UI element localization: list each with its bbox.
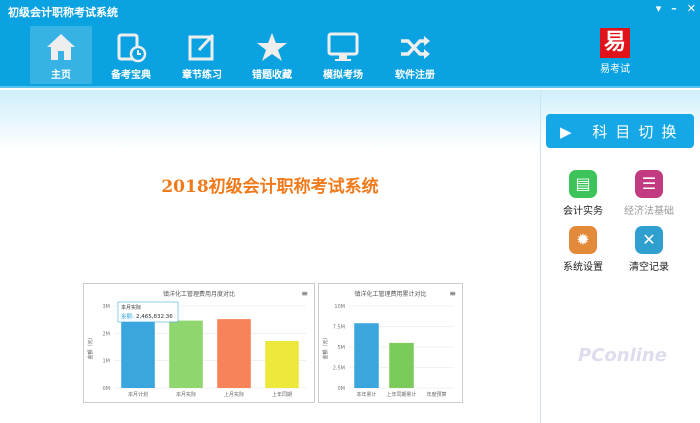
- clipboard-icon: ▤: [569, 170, 597, 198]
- x-tick-label: 上月实际: [224, 391, 244, 398]
- y-tick-label: 10M: [334, 304, 345, 310]
- nav-wrong-questions[interactable]: 错题收藏: [241, 26, 303, 84]
- play-icon: ▶: [560, 123, 593, 141]
- side-panel: ▶ 科目切换 ▤ 会计实务 ☰ 经济法基础 ✹ 系统设置 ✕ 清空记录: [540, 90, 700, 423]
- x-tick-label: 本月计划: [128, 391, 148, 398]
- list-icon: ☰: [635, 170, 663, 198]
- clear-records-button[interactable]: ✕ 清空记录: [614, 226, 684, 273]
- close-button[interactable]: ✕: [686, 2, 696, 15]
- window-title: 初级会计职称考试系统: [8, 6, 118, 19]
- bar: [265, 340, 299, 388]
- watermark: PConline: [578, 345, 667, 366]
- x-tick-label: 上年同期累计: [386, 391, 416, 398]
- gear-icon: ✹: [569, 226, 597, 254]
- chart-title: 镇洋化工管理费用累计对比: [354, 290, 426, 298]
- tooltip-title: 本月实际: [121, 304, 141, 311]
- bar: [121, 315, 155, 388]
- logo-mark: 易: [600, 28, 630, 58]
- subject-economic-law[interactable]: ☰ 经济法基础: [614, 170, 684, 217]
- chart-menu-icon: ≡: [449, 289, 456, 298]
- y-tick-label: 0M: [103, 386, 111, 392]
- cumulative-chart: 镇洋化工管理费用累计对比 ≡ 金额（元） 0M 2.5M 5M 7.5M 10M 本年累计 上年同…: [318, 283, 463, 403]
- bar: [169, 320, 203, 388]
- tooltip-box: [117, 301, 179, 323]
- bar: [389, 342, 414, 388]
- tooltip-label: 金额:: [121, 312, 134, 320]
- menu-dropdown-button[interactable]: ▾: [655, 2, 662, 15]
- y-tick-label: 2.5M: [333, 366, 345, 372]
- x-tick-label: 年度预算: [426, 391, 446, 398]
- nav-mock-exam[interactable]: 模拟考场: [312, 26, 374, 84]
- y-axis-label: 金额（元）: [87, 334, 94, 359]
- star-icon: [257, 33, 287, 61]
- nav-chapter-practice[interactable]: 章节练习: [171, 26, 233, 84]
- x-tick-label: 本年累计: [356, 391, 376, 398]
- y-axis-label: 金额（元）: [322, 334, 329, 359]
- brand-logo: 易易考试: [600, 28, 630, 75]
- page-title: 2018初级会计职称考试系统: [161, 177, 379, 197]
- bar: [354, 323, 379, 388]
- y-tick-label: 5M: [338, 345, 346, 351]
- nav-register[interactable]: 软件注册: [384, 26, 446, 84]
- edit-icon: [188, 33, 215, 61]
- chart-title: 镇洋化工管理费用月度对比: [163, 290, 235, 298]
- minimize-button[interactable]: –: [671, 2, 677, 15]
- system-settings-button[interactable]: ✹ 系统设置: [548, 226, 618, 273]
- x-tick-label: 本月实际: [176, 391, 196, 398]
- toolbar: 主页 备考宝典 章节练习 错题收藏 模拟考场 软件注册 易易考试: [0, 22, 700, 88]
- main-area: 2018初级会计职称考试系统 镇洋化工管理费用月度对比 ≡ 金额（元） 0M 1M 2M 3…: [0, 90, 540, 423]
- y-tick-label: 2M: [103, 331, 111, 337]
- nav-home[interactable]: 主页: [30, 26, 92, 84]
- monitor-icon: [327, 32, 359, 61]
- x-tick-label: 上年同期: [272, 391, 292, 398]
- home-icon: [47, 34, 75, 60]
- title-bar: 初级会计职称考试系统 ▾ – ✕: [0, 0, 700, 22]
- subject-accounting-practice[interactable]: ▤ 会计实务: [548, 170, 618, 217]
- y-tick-label: 3M: [103, 304, 111, 310]
- subject-switch-button[interactable]: ▶ 科目切换: [546, 114, 694, 148]
- y-tick-label: 1M: [103, 359, 111, 365]
- nav-study-guide[interactable]: 备考宝典: [100, 26, 162, 84]
- y-tick-label: 0M: [338, 386, 346, 392]
- bar: [217, 319, 251, 388]
- tooltip-value: 2,465,832.36: [136, 314, 173, 320]
- shuffle-icon: [401, 36, 430, 59]
- close-icon: ✕: [635, 226, 663, 254]
- chart-menu-icon: ≡: [301, 289, 308, 298]
- notebook-clock-icon: [117, 33, 147, 63]
- y-tick-label: 7.5M: [333, 325, 345, 331]
- monthly-chart: 镇洋化工管理费用月度对比 ≡ 金额（元） 0M 1M 2M 3M 本月计划 本月实际 上月实际 上年…: [83, 283, 315, 403]
